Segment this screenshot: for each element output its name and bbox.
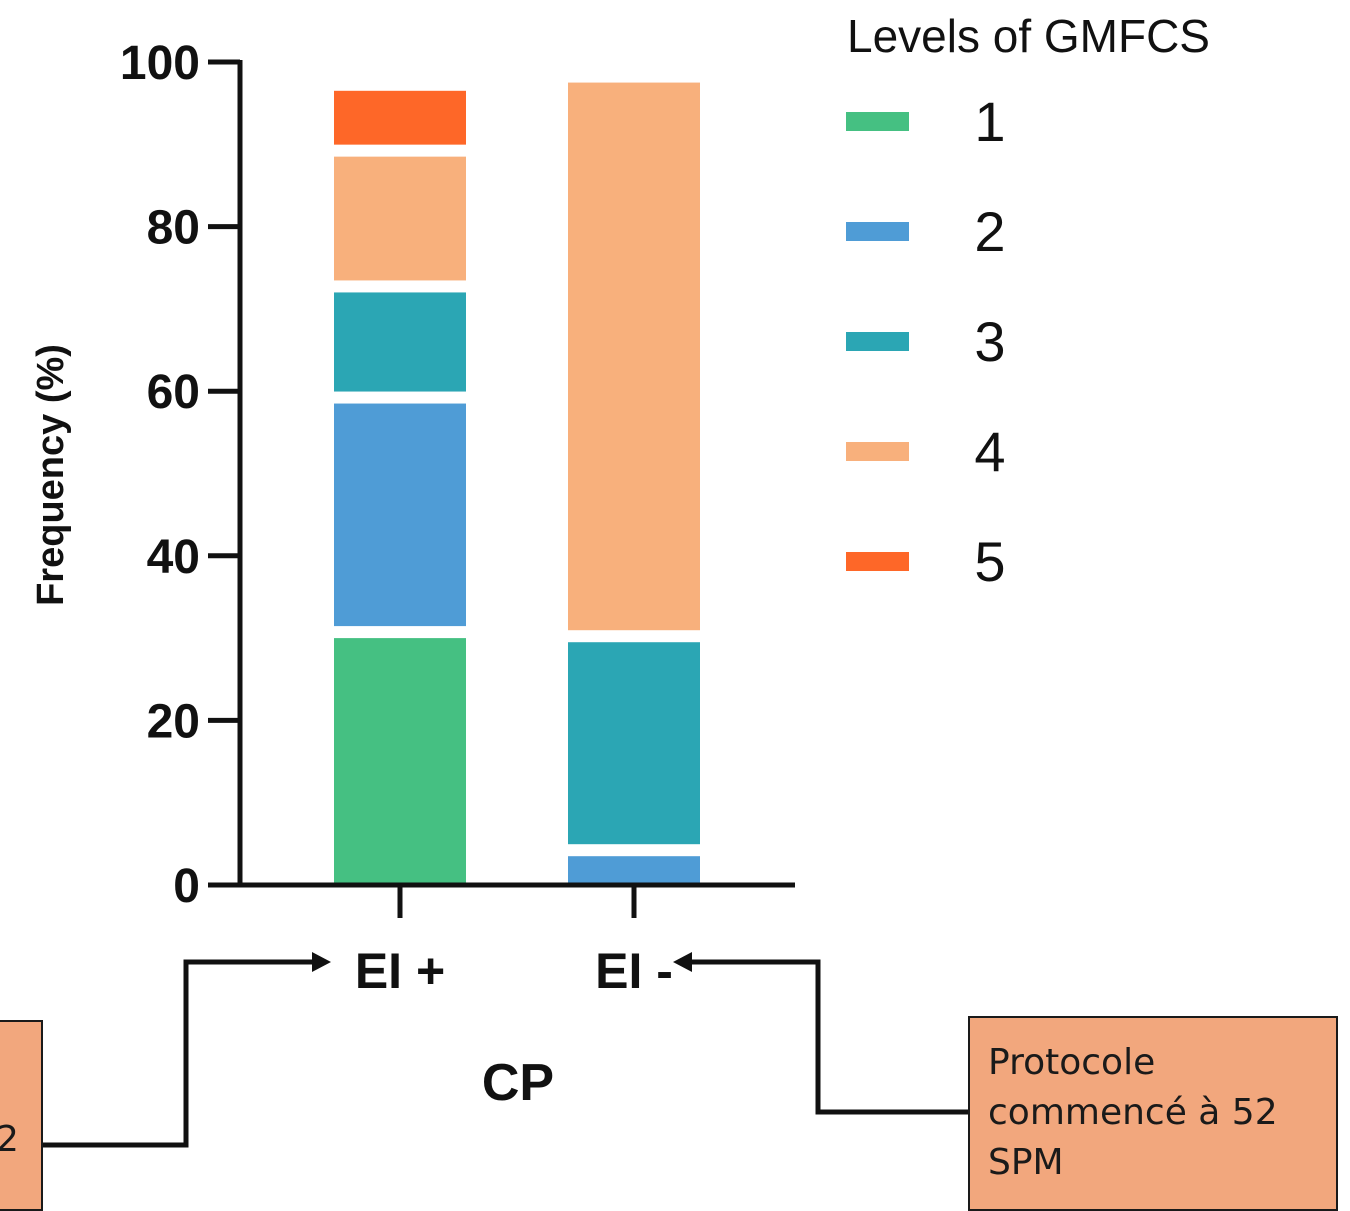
bar-segment-level-2-cat-2 (568, 856, 700, 885)
legend-label-2: 2 (974, 200, 1005, 263)
legend-label-4: 4 (974, 420, 1005, 483)
legend-label-5: 5 (974, 530, 1005, 593)
left-annotation-arrow-line (43, 959, 318, 1148)
bar-segment-level-1-cat-1 (334, 638, 466, 885)
right-annotation-arrow-line (688, 959, 968, 1115)
legend-label-1: 1 (974, 90, 1005, 153)
y-tick-label-40: 40 (147, 531, 200, 584)
right-annotation-text: Protocole commencé à 52 SPM (988, 1042, 1278, 1183)
x-tick-label-2: EI - (595, 943, 673, 999)
legend-label-3: 3 (974, 310, 1005, 373)
axis-layer: 0 20 40 60 80 100 EI + EI - Frequency (%) CP (30, 37, 795, 1112)
legend-swatch-5 (846, 552, 909, 571)
bars-layer (334, 82, 700, 885)
y-tick-label-20: 20 (147, 695, 200, 748)
left-annotation-box: 2 (0, 1020, 43, 1211)
y-tick-label-0: 0 (173, 860, 200, 913)
x-axis-title: CP (482, 1054, 554, 1112)
y-tick-label-60: 60 (147, 366, 200, 419)
bar-segment-level-5-cat-1 (334, 90, 466, 145)
y-tick-label-80: 80 (147, 202, 200, 255)
bar-segment-level-3-cat-1 (334, 292, 466, 392)
annotation-arrows (43, 952, 968, 1148)
legend-swatch-3 (846, 332, 909, 351)
left-annotation-arrowhead (312, 952, 331, 972)
left-annotation-text: 2 (0, 1115, 19, 1165)
legend-title: Levels of GMFCS (847, 10, 1210, 62)
x-tick-label-1: EI + (355, 943, 445, 999)
y-axis-title: Frequency (%) (30, 344, 72, 606)
legend-swatch-1 (846, 112, 909, 131)
right-annotation-box: Protocole commencé à 52 SPM (968, 1016, 1338, 1211)
legend-swatch-2 (846, 222, 909, 241)
bar-segment-level-3-cat-2 (568, 642, 700, 845)
legend-swatch-4 (846, 442, 909, 461)
legend-layer: Levels of GMFCS 1 2 3 4 5 (846, 10, 1210, 593)
y-tick-label-100: 100 (120, 37, 200, 90)
bar-segment-level-4-cat-2 (568, 82, 700, 631)
bar-segment-level-4-cat-1 (334, 156, 466, 281)
right-annotation-arrowhead (673, 952, 692, 972)
bar-segment-level-2-cat-1 (334, 403, 466, 627)
